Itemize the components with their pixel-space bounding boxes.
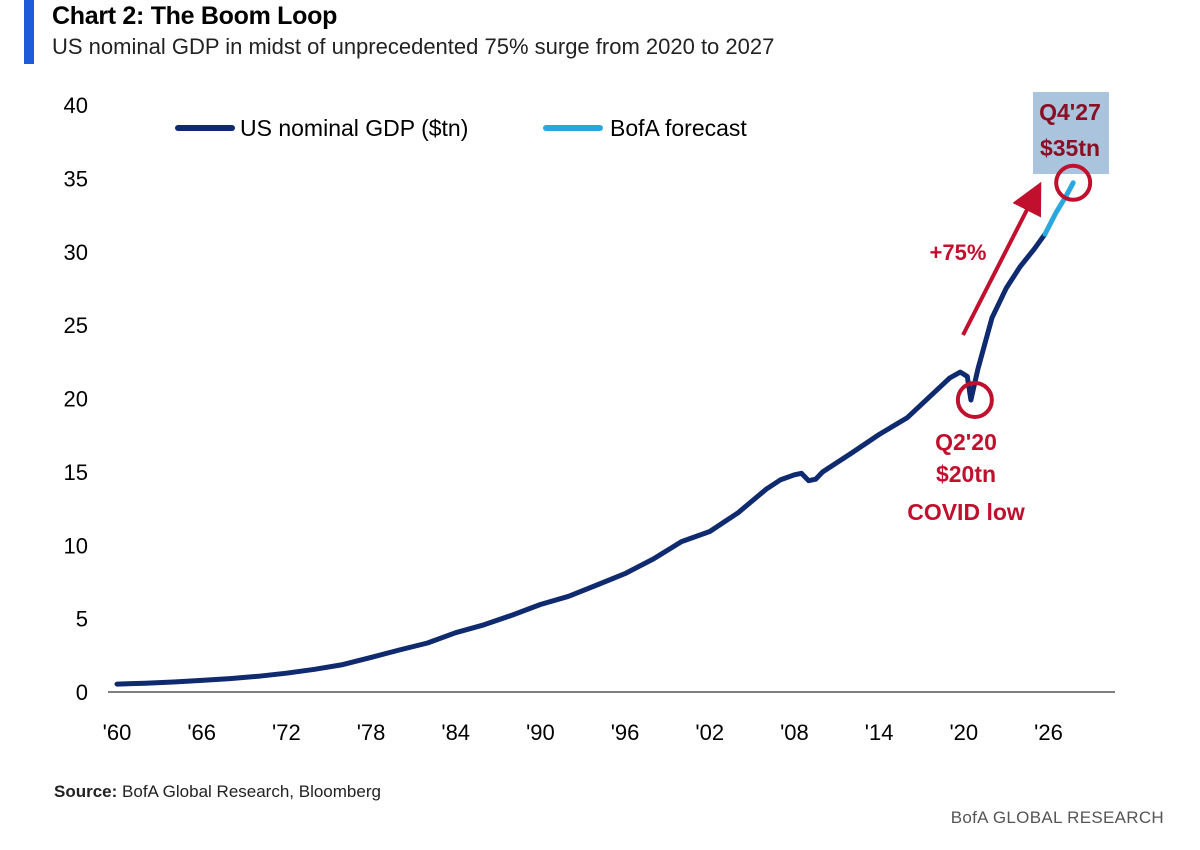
- x-tick-label: '08: [780, 720, 809, 745]
- x-tick-label: '90: [526, 720, 555, 745]
- x-tick-label: '60: [103, 720, 132, 745]
- forecast-high-label-quarter: Q4'27: [1039, 99, 1101, 125]
- y-tick-label: 15: [64, 460, 88, 485]
- y-tick-label: 30: [64, 240, 88, 265]
- forecast-value-highlight: [1033, 92, 1109, 174]
- y-tick-label: 40: [64, 93, 88, 118]
- series-line-bofa-forecast: [1042, 180, 1076, 237]
- legend: US nominal GDP ($tn) BofA forecast: [175, 115, 747, 141]
- y-axis: 0 5 10 15 20 25 30 35 40: [64, 93, 88, 705]
- legend-label-us-nominal-gdp: US nominal GDP ($tn): [240, 115, 468, 141]
- x-tick-label: '66: [187, 720, 216, 745]
- x-tick-label: '14: [865, 720, 894, 745]
- x-tick-label: '96: [611, 720, 640, 745]
- forecast-high-label-value: $35tn: [1040, 135, 1100, 161]
- source-label: Source:: [54, 782, 118, 801]
- x-tick-label: '26: [1034, 720, 1063, 745]
- y-tick-label: 5: [76, 607, 88, 632]
- forecast-high-circle: [1054, 163, 1093, 202]
- brand-footer: BofA GLOBAL RESEARCH: [950, 808, 1164, 827]
- y-tick-label: 20: [64, 387, 88, 412]
- covid-low-label-quarter: Q2'20: [935, 429, 997, 455]
- x-tick-label: '84: [441, 720, 470, 745]
- x-tick-label: '78: [357, 720, 386, 745]
- covid-low-label-text: COVID low: [907, 499, 1025, 525]
- y-tick-label: 10: [64, 533, 88, 558]
- covid-low-label-value: $20tn: [936, 461, 996, 487]
- covid-low-circle: [955, 380, 994, 419]
- chart-subtitle: US nominal GDP in midst of unprecedented…: [52, 34, 775, 59]
- series-line-us-nominal-gdp: [114, 231, 1048, 687]
- x-tick-label: '20: [949, 720, 978, 745]
- growth-arrow: [961, 181, 1042, 336]
- y-tick-label: 35: [64, 166, 88, 191]
- x-tick-label: '02: [695, 720, 724, 745]
- y-tick-label: 0: [76, 680, 88, 705]
- growth-label: +75%: [930, 240, 987, 265]
- x-axis: '60 '66 '72 '78 '84 '90 '96 '02 '08 '14 '20 '26: [103, 720, 1063, 745]
- title-accent-bar: [24, 0, 34, 64]
- source-text: BofA Global Research, Bloomberg: [122, 782, 381, 801]
- chart-title: Chart 2: The Boom Loop: [52, 2, 338, 30]
- source-note: Source: BofA Global Research, Bloomberg: [54, 782, 381, 802]
- y-tick-label: 25: [64, 313, 88, 338]
- x-tick-label: '72: [272, 720, 301, 745]
- legend-label-bofa-forecast: BofA forecast: [610, 115, 747, 141]
- annotations: +75% Q2'20 $20tn COVID low Q4'27 $35tn: [907, 99, 1101, 525]
